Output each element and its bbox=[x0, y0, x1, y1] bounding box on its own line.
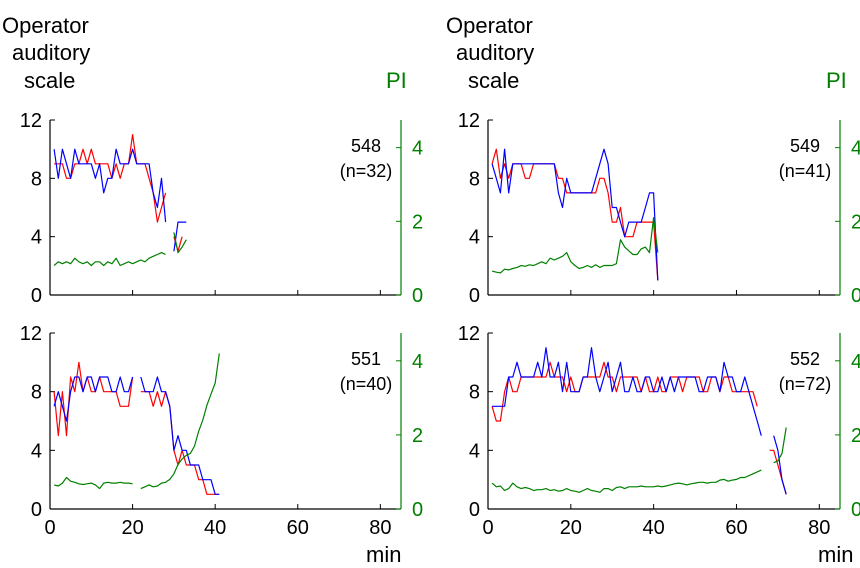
y2-tick-label: 4 bbox=[851, 138, 860, 160]
panel-id-label: 552 bbox=[790, 349, 820, 369]
left-ylabel-line-1: Operator bbox=[2, 13, 89, 38]
x-tick-label: 40 bbox=[643, 517, 665, 539]
panels: 04812024548(n=32)04812024549(n=41)048120… bbox=[20, 110, 860, 539]
series-line-blue bbox=[53, 376, 220, 495]
y-tick-label: 0 bbox=[31, 499, 42, 521]
series-line-blue bbox=[492, 347, 787, 495]
panel-id-label: 551 bbox=[351, 349, 381, 369]
left-ylabel-line-3: scale bbox=[24, 68, 75, 93]
series-line-blue bbox=[491, 148, 659, 281]
y2-tick-label: 0 bbox=[851, 499, 860, 521]
y2-tick-label: 2 bbox=[851, 211, 860, 233]
panel-top-left: 0 4 8 12 0 2 4 548 (n=32) bbox=[20, 110, 423, 307]
y-tick-label: 12 bbox=[458, 323, 480, 345]
panel-n-label: (n=32) bbox=[340, 161, 393, 181]
x-tick-label: 20 bbox=[121, 517, 143, 539]
series-line-red bbox=[491, 148, 659, 281]
y-tick-label: 4 bbox=[31, 227, 42, 249]
right-ylabel: PI bbox=[826, 68, 847, 93]
header-right: Operator auditory scale PI bbox=[446, 13, 847, 93]
y2-tick-label: 0 bbox=[412, 499, 423, 521]
y-tick-label: 0 bbox=[469, 499, 480, 521]
x-tick-label: 40 bbox=[204, 517, 226, 539]
panel-n-label: (n=40) bbox=[340, 374, 393, 394]
y2-tick-label: 4 bbox=[851, 351, 860, 373]
x-axis-label-left: min bbox=[366, 542, 401, 567]
x-tick-label: 80 bbox=[808, 517, 830, 539]
left-ylabel-line-2: auditory bbox=[12, 40, 90, 65]
x-tick-label: 0 bbox=[482, 517, 493, 539]
x-tick-label: 20 bbox=[560, 517, 582, 539]
header-left: Operator auditory scale PI bbox=[2, 13, 407, 93]
y-tick-label: 12 bbox=[458, 110, 480, 132]
y2-tick-label: 4 bbox=[412, 351, 423, 373]
left-ylabel-line-3: scale bbox=[468, 68, 519, 93]
y-tick-label: 4 bbox=[469, 440, 480, 462]
y-tick-label: 8 bbox=[31, 382, 42, 404]
y2-tick-label: 0 bbox=[851, 285, 860, 307]
panel-n-label: (n=41) bbox=[779, 161, 832, 181]
series-line-red bbox=[53, 361, 220, 495]
y-tick-label: 0 bbox=[31, 285, 42, 307]
y-tick-label: 8 bbox=[469, 382, 480, 404]
y2-tick-label: 2 bbox=[851, 425, 860, 447]
x-tick-label: 0 bbox=[44, 517, 55, 539]
panel-id-label: 549 bbox=[790, 136, 820, 156]
panel-id-label: 548 bbox=[351, 136, 381, 156]
y2-tick-label: 4 bbox=[412, 138, 423, 160]
x-tick-label: 80 bbox=[369, 517, 391, 539]
y-tick-label: 4 bbox=[469, 227, 480, 249]
left-ylabel-line-1: Operator bbox=[446, 13, 533, 38]
x-tick-label: 60 bbox=[725, 517, 747, 539]
x-axis-label-right: min bbox=[818, 542, 853, 567]
left-ylabel-line-2: auditory bbox=[456, 40, 534, 65]
y-tick-label: 12 bbox=[20, 110, 42, 132]
y-tick-label: 4 bbox=[31, 440, 42, 462]
right-ylabel: PI bbox=[386, 68, 407, 93]
y-tick-label: 8 bbox=[31, 168, 42, 190]
y2-tick-label: 2 bbox=[412, 425, 423, 447]
x-tick-label: 60 bbox=[287, 517, 309, 539]
y-tick-label: 8 bbox=[469, 168, 480, 190]
panel-n-label: (n=72) bbox=[779, 374, 832, 394]
y2-tick-label: 2 bbox=[412, 211, 423, 233]
series-line-red bbox=[491, 361, 787, 495]
series-line-green bbox=[491, 427, 787, 493]
y2-tick-label: 0 bbox=[412, 285, 423, 307]
series-line-green bbox=[53, 232, 187, 267]
y-tick-label: 12 bbox=[20, 323, 42, 345]
y-tick-label: 0 bbox=[469, 285, 480, 307]
panel-top-right: 0 4 8 12 0 2 4 549 (n=41) bbox=[458, 110, 860, 307]
series-line-green bbox=[491, 217, 659, 274]
series-line-blue bbox=[53, 148, 187, 252]
series-line-green bbox=[53, 353, 220, 490]
